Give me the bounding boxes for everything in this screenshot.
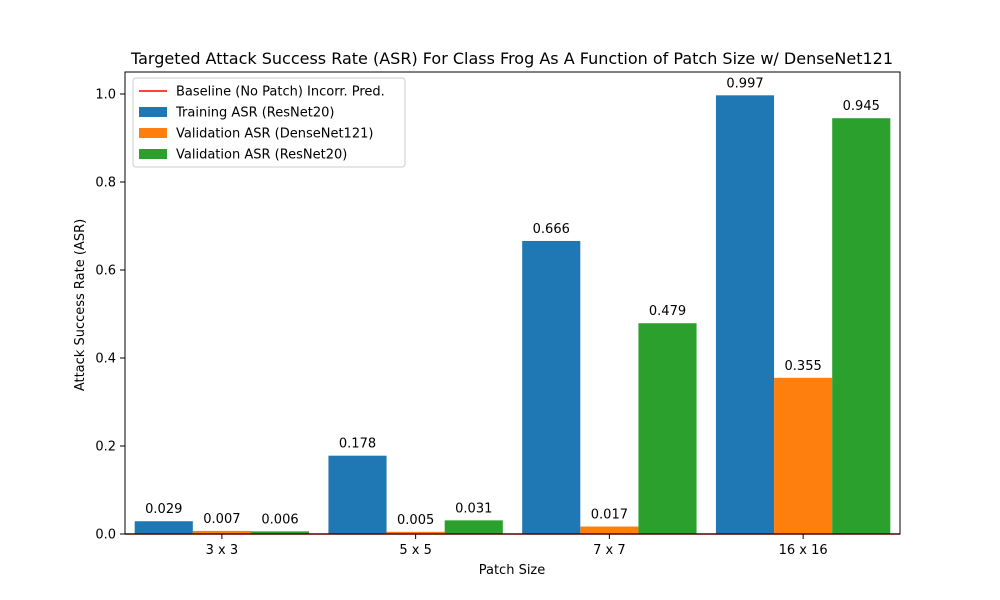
data-label-3-2: 0.031 [455,501,492,516]
data-label-1-1: 0.029 [145,502,182,517]
x-tick-label-1: 5 x 5 [399,543,432,558]
y-tick-label-5: 1.0 [95,88,116,103]
legend-label-3: Validation ASR (ResNet20) [176,148,347,163]
y-tick-label-3: 0.6 [95,264,116,279]
bar-1-1 [134,521,193,534]
chart-title: Targeted Attack Success Rate (ASR) For C… [130,49,893,68]
legend-swatch-1 [139,107,167,117]
legend-label-1: Training ASR (ResNet20) [175,106,334,121]
data-label-1-3: 0.666 [533,222,570,237]
x-tick-label-2: 7 x 7 [593,543,626,558]
x-axis-label: Patch Size [479,563,546,578]
y-tick-label-4: 0.8 [95,176,116,191]
data-label-1-4: 0.997 [726,76,763,91]
legend-swatch-2 [139,128,167,138]
bar-1-4 [715,95,775,534]
data-labels-group: 0.029 0.007 0.006 0.178 0.005 0.031 0.666 0.017… [145,76,880,527]
bar-3-3 [638,323,697,534]
data-label-2-1: 0.007 [203,512,240,527]
data-label-3-3: 0.479 [649,304,686,319]
y-tick-label-0: 0.0 [95,528,116,543]
data-label-3-4: 0.945 [843,99,880,114]
legend-label-2: Validation ASR (DenseNet121) [176,127,373,142]
bar-1-2 [328,455,387,534]
bar-3-1 [250,531,310,534]
data-label-3-1: 0.006 [261,512,298,527]
bar-3-4 [832,118,891,534]
x-tick-label-0: 3 x 3 [206,543,239,558]
y-tick-label-2: 0.4 [95,352,116,367]
bar-2-1 [192,530,251,534]
legend: Baseline (No Patch) Incorr. Pred. Trainin… [132,77,406,168]
axes-frame [124,71,901,535]
data-label-2-4: 0.355 [785,359,822,374]
bar-3-2 [444,520,503,534]
legend-box [132,77,406,168]
y-axis-label: Attack Success Rate (ASR) [73,219,88,391]
bar-2-4 [774,377,833,534]
data-label-2-2: 0.005 [397,513,434,528]
bars-group [125,95,900,535]
bar-2-2 [386,531,445,534]
bar-1-3 [522,240,581,534]
data-label-2-3: 0.017 [591,508,628,523]
x-tick-label-3: 16 x 16 [779,543,828,558]
bar-2-3 [580,526,639,534]
axes-group: 0.0 0.2 0.4 0.6 0.8 1.0 3 x 3 5 x 5 7 x 7 16 x 16 [95,71,901,558]
legend-baseline-label: Baseline (No Patch) Incorr. Pred. [176,85,385,100]
data-label-1-2: 0.178 [339,437,376,452]
legend-swatch-3 [139,149,167,159]
y-tick-label-1: 0.2 [95,440,116,455]
